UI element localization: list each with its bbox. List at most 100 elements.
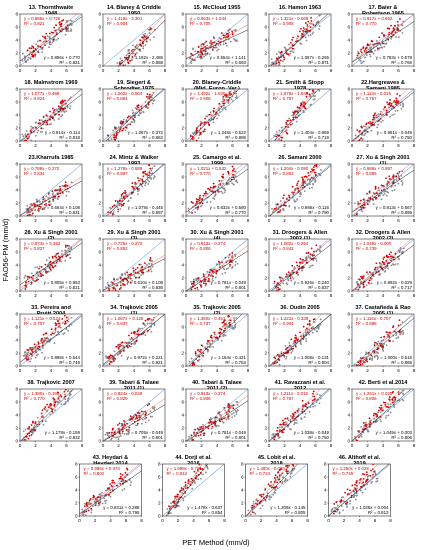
scatter-points xyxy=(22,389,73,441)
equation-before: y = 0.986x + 0.725 xyxy=(24,16,61,21)
point-before xyxy=(64,246,67,248)
point-after xyxy=(153,406,156,409)
y-tick-label: 2 xyxy=(15,426,18,431)
point-after xyxy=(314,404,317,407)
point-before xyxy=(132,118,135,121)
point-before xyxy=(31,421,34,424)
point-after xyxy=(389,411,392,414)
point-after xyxy=(48,270,50,273)
point-before xyxy=(140,410,143,413)
fit-line-before xyxy=(20,14,78,62)
panel-title: 36. Oudin 2005 xyxy=(280,305,319,311)
point-before xyxy=(277,134,279,137)
point-after xyxy=(390,257,393,260)
x-tick-label: 4 xyxy=(50,218,53,223)
point-after xyxy=(54,331,57,333)
point-before xyxy=(232,407,235,410)
point-after xyxy=(385,266,388,268)
point-before xyxy=(143,262,146,265)
point-before xyxy=(374,187,377,189)
point-after xyxy=(197,125,200,128)
y-tick-label: 2 xyxy=(15,126,18,131)
point-after xyxy=(34,55,36,58)
point-before xyxy=(276,361,279,364)
point-after xyxy=(110,281,113,283)
point-before xyxy=(47,192,50,195)
y-tick-label: 2 xyxy=(181,351,184,356)
point-after xyxy=(312,31,315,34)
x-tick-label: 6 xyxy=(231,143,234,148)
point-before xyxy=(145,412,147,414)
point-after xyxy=(273,282,276,285)
x-tick-label: 4 xyxy=(133,143,136,148)
point-after xyxy=(54,197,57,200)
y-tick-label: 6 xyxy=(181,325,184,330)
point-before xyxy=(388,27,391,30)
point-before xyxy=(314,173,317,176)
point-after xyxy=(395,36,397,38)
point-after xyxy=(209,111,212,114)
equation-after: y = 0.805x + 0.953 xyxy=(44,280,81,285)
point-after xyxy=(131,44,134,47)
point-before xyxy=(202,274,205,276)
point-before xyxy=(380,346,383,348)
point-before xyxy=(122,204,125,206)
point-before xyxy=(314,164,316,167)
scatter-points xyxy=(355,247,405,291)
x-tick-label: 4 xyxy=(382,368,385,373)
point-after xyxy=(301,269,304,272)
point-before xyxy=(232,91,235,94)
x-tick-label: 0 xyxy=(268,368,271,373)
point-after xyxy=(399,333,402,336)
equation-before: y = 1.262x - 0.904 xyxy=(107,91,143,96)
point-before xyxy=(109,483,112,486)
point-after xyxy=(363,125,365,128)
y-tick-label: 0 xyxy=(347,364,350,369)
point-after xyxy=(385,344,388,347)
point-after xyxy=(117,438,120,441)
point-before xyxy=(53,109,56,111)
point-before xyxy=(119,343,121,346)
equation-after: y = 0.898x + 0.544 xyxy=(44,355,81,360)
x-tick-label: 2 xyxy=(200,143,203,148)
point-after xyxy=(192,47,194,50)
point-before xyxy=(305,252,308,255)
point-before xyxy=(217,260,220,263)
y-tick-label: 0 xyxy=(98,289,101,294)
point-before xyxy=(293,110,296,113)
point-before xyxy=(117,424,119,426)
point-after xyxy=(294,422,296,424)
point-after xyxy=(272,290,275,291)
equation-after: y = 1.079x - 0.445 xyxy=(128,205,164,210)
equation-after: R² = 0.895 xyxy=(391,210,412,215)
x-tick-label: 8 xyxy=(247,143,250,148)
point-after xyxy=(221,108,224,111)
point-after xyxy=(271,71,273,73)
point-after xyxy=(367,273,370,276)
equation-after: R² = 0.831 xyxy=(59,210,80,215)
fit-line-before xyxy=(187,395,248,441)
point-before xyxy=(295,261,298,264)
point-after xyxy=(146,263,148,266)
x-tick-label: 4 xyxy=(216,68,219,73)
point-before xyxy=(399,18,401,20)
point-before xyxy=(147,329,149,332)
y-tick-label: 0 xyxy=(181,364,184,369)
y-tick-label: 2 xyxy=(347,201,350,206)
equation-after: R² = 0.854 xyxy=(202,510,223,515)
point-after xyxy=(117,353,120,356)
point-before xyxy=(389,99,391,101)
point-after xyxy=(402,333,404,336)
point-before xyxy=(134,53,137,56)
y-tick-label: 0 xyxy=(15,439,18,444)
point-before xyxy=(66,254,69,257)
point-after xyxy=(221,192,224,195)
fit-line-before xyxy=(23,89,82,141)
point-after xyxy=(69,257,71,259)
point-after xyxy=(308,410,311,413)
point-before xyxy=(28,47,31,50)
point-after xyxy=(353,214,356,216)
point-before xyxy=(313,254,315,257)
